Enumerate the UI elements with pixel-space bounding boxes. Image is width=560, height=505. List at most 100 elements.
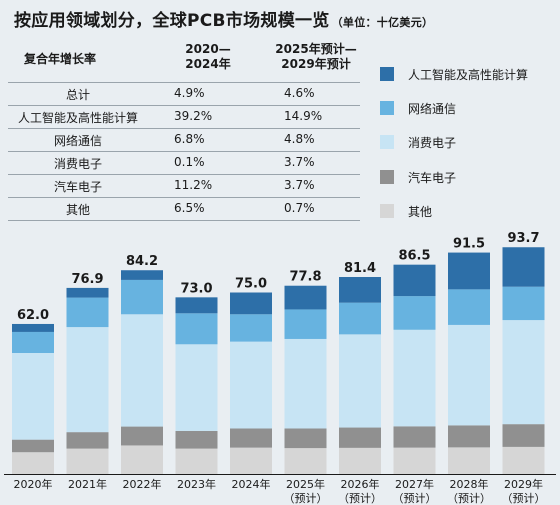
- bar-segment: [339, 302, 381, 335]
- bar-segment: [448, 324, 490, 426]
- header-2020-2024-line2: 2024年: [185, 57, 231, 71]
- bar-segment: [393, 426, 436, 448]
- legend-item-network: 网络通信: [380, 98, 560, 118]
- bar-segment: [393, 329, 436, 427]
- x-tick-label: 2023年: [177, 477, 216, 491]
- row-v1: 6.5%: [174, 201, 205, 215]
- bar-segment: [339, 277, 381, 303]
- bar-segment: [502, 286, 545, 321]
- row-v2: 3.7%: [284, 155, 315, 169]
- legend-swatch-network: [380, 101, 394, 115]
- legend-item-auto: 汽车电子: [380, 167, 560, 187]
- legend-swatch-auto: [380, 170, 394, 184]
- table-row: 人工智能及高性能计算 39.2% 14.9%: [8, 105, 360, 128]
- bar-segment: [121, 426, 163, 446]
- total-label: 75.0: [235, 277, 267, 292]
- x-tick-label: （预计）: [502, 492, 546, 505]
- legend-swatch-ai-hpc: [380, 67, 394, 81]
- bar-segment: [339, 427, 381, 448]
- row-v2: 0.7%: [284, 201, 315, 215]
- row-name: 消费电子: [53, 157, 102, 171]
- legend-item-other: 其他: [380, 201, 560, 221]
- x-tick-label: （预计）: [393, 492, 437, 505]
- row-name: 总计: [65, 88, 90, 102]
- bar-segment: [230, 428, 272, 448]
- bar-segment: [175, 297, 218, 314]
- bar-segment: [502, 247, 545, 287]
- bar-segment: [502, 446, 545, 474]
- bar-segment: [66, 287, 109, 298]
- x-tick-label: 2029年: [504, 477, 543, 491]
- row-v1: 4.9%: [174, 86, 205, 100]
- total-label: 81.4: [344, 261, 376, 276]
- bar-segment: [66, 327, 109, 433]
- x-tick-label: 2021年: [68, 477, 107, 491]
- bar-segment: [393, 447, 436, 474]
- legend-swatch-other: [380, 204, 394, 218]
- row-v2: 4.6%: [284, 86, 315, 100]
- bar-segment: [448, 425, 490, 448]
- legend-label-other: 其他: [408, 205, 433, 219]
- table-row: 网络通信 6.8% 4.8%: [8, 128, 360, 151]
- bar-segment: [66, 448, 109, 474]
- x-tick-label: 2028年: [450, 477, 489, 491]
- bar-segment: [121, 279, 163, 315]
- x-tick-label: （预计）: [284, 492, 328, 505]
- bar-segment: [284, 309, 327, 339]
- total-label: 77.8: [289, 270, 321, 285]
- row-v2: 14.9%: [284, 109, 323, 123]
- bar-segment: [230, 292, 272, 315]
- legend-label-auto: 汽车电子: [408, 171, 457, 185]
- total-label: 62.0: [17, 308, 49, 323]
- row-v2: 4.8%: [284, 132, 315, 146]
- bar-segment: [66, 432, 109, 449]
- cagr-table: 复合年增长率 2020— 2024年 2025年预计— 2029年预计 总计 4.…: [8, 36, 360, 221]
- total-label: 93.7: [507, 231, 539, 246]
- bar-segment: [12, 323, 54, 332]
- row-v1: 0.1%: [174, 155, 205, 169]
- bar-segment: [175, 448, 218, 474]
- total-label: 86.5: [398, 249, 430, 264]
- header-2025-2029: 2025年预计— 2029年预计: [256, 42, 376, 72]
- bar-segment: [175, 313, 218, 345]
- bar-segment: [12, 353, 54, 440]
- header-2020-2024-line1: 2020—: [185, 42, 231, 56]
- row-v1: 39.2%: [174, 109, 213, 123]
- bar-segment: [339, 447, 381, 474]
- bar-segment: [448, 289, 490, 325]
- table-row: 汽车电子 11.2% 3.7%: [8, 174, 360, 197]
- row-name: 人工智能及高性能计算: [17, 111, 138, 125]
- bar-segment: [284, 285, 327, 310]
- x-tick-label: 2027年: [395, 477, 434, 491]
- legend-item-consumer: 消费电子: [380, 132, 560, 152]
- row-v1: 11.2%: [174, 178, 213, 192]
- header-cagr: 复合年增长率: [24, 52, 97, 66]
- x-tick-label: （预计）: [338, 492, 382, 505]
- bar-segment: [230, 341, 272, 429]
- bar-segment: [339, 334, 381, 428]
- bar-segment: [502, 320, 545, 425]
- row-name: 其他: [65, 203, 90, 217]
- x-tick-label: 2020年: [14, 477, 53, 491]
- row-v1: 6.8%: [174, 132, 205, 146]
- x-tick-label: （预计）: [447, 492, 491, 505]
- header-2020-2024: 2020— 2024年: [148, 42, 268, 72]
- bar-segment: [121, 270, 163, 280]
- bar-segment: [284, 338, 327, 429]
- chart-title: 按应用领域划分，全球PCB市场规模一览 （单位：十亿美元）: [14, 6, 433, 31]
- title-text: 按应用领域划分，全球PCB市场规模一览: [14, 11, 330, 31]
- total-label: 73.0: [180, 281, 212, 296]
- legend-item-ai-hpc: 人工智能及高性能计算: [380, 64, 560, 84]
- bar-segment: [12, 439, 54, 453]
- bar-segment: [66, 297, 109, 328]
- bar-segment: [448, 447, 490, 474]
- bar-segment: [393, 264, 436, 297]
- bar-segment: [12, 331, 54, 353]
- row-name: 汽车电子: [53, 180, 102, 194]
- bar-segment: [284, 448, 327, 474]
- bar-segment: [12, 452, 54, 474]
- total-label: 91.5: [453, 237, 485, 252]
- bar-segment: [284, 428, 327, 449]
- header-2025-2029-line2: 2029年预计: [281, 57, 351, 71]
